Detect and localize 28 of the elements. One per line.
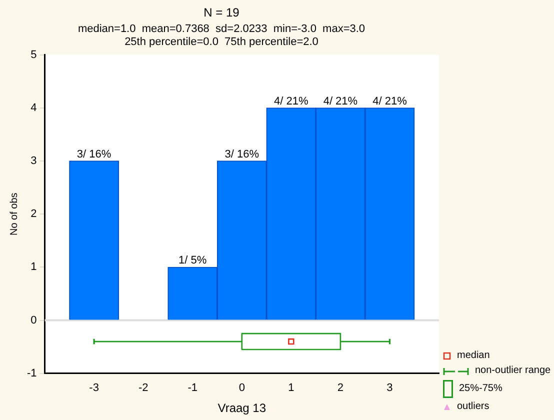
x-tick-label: 1 (288, 382, 294, 394)
legend-label: non-outlier range (475, 365, 551, 377)
x-tick-label: 0 (238, 382, 245, 394)
data-label: 1/ 5% (178, 254, 207, 267)
data-label: 3/ 16% (224, 148, 260, 161)
x-axis-title: Vraag 13 (218, 401, 266, 416)
data-label: 4/ 21% (274, 95, 309, 108)
legend-label: outliers (457, 401, 490, 413)
chart-subtitle: median=1.0 mean=0.7368 sd=2.0233 min=-3.0 max=3.0 25th percentile=0.0 75th percentile=2.0 (78, 23, 366, 48)
x-tick-label: -3 (89, 382, 99, 394)
data-label: 4/ 21% (323, 95, 358, 108)
data-label: 3/ 16% (76, 148, 112, 161)
y-tick-label: 2 (30, 208, 37, 220)
data-label: 4/ 21% (372, 95, 408, 108)
y-tick-label: 1 (30, 261, 37, 274)
y-axis-title: No of obs (8, 192, 20, 236)
y-tick-label: 0 (30, 314, 37, 326)
x-tick-label: 2 (337, 382, 344, 394)
y-tick-label: -1 (27, 367, 37, 380)
y-tick-label: 4 (30, 102, 37, 114)
y-tick-label: 5 (30, 48, 37, 61)
legend-label: median (457, 350, 490, 362)
chart-title: N = 19 (204, 6, 240, 20)
legend-label: 25%-75% (459, 383, 502, 395)
x-tick-label: -2 (138, 382, 148, 394)
y-tick-label: 3 (30, 155, 37, 168)
x-tick-label: -1 (188, 382, 198, 394)
x-tick-label: 3 (386, 382, 393, 394)
